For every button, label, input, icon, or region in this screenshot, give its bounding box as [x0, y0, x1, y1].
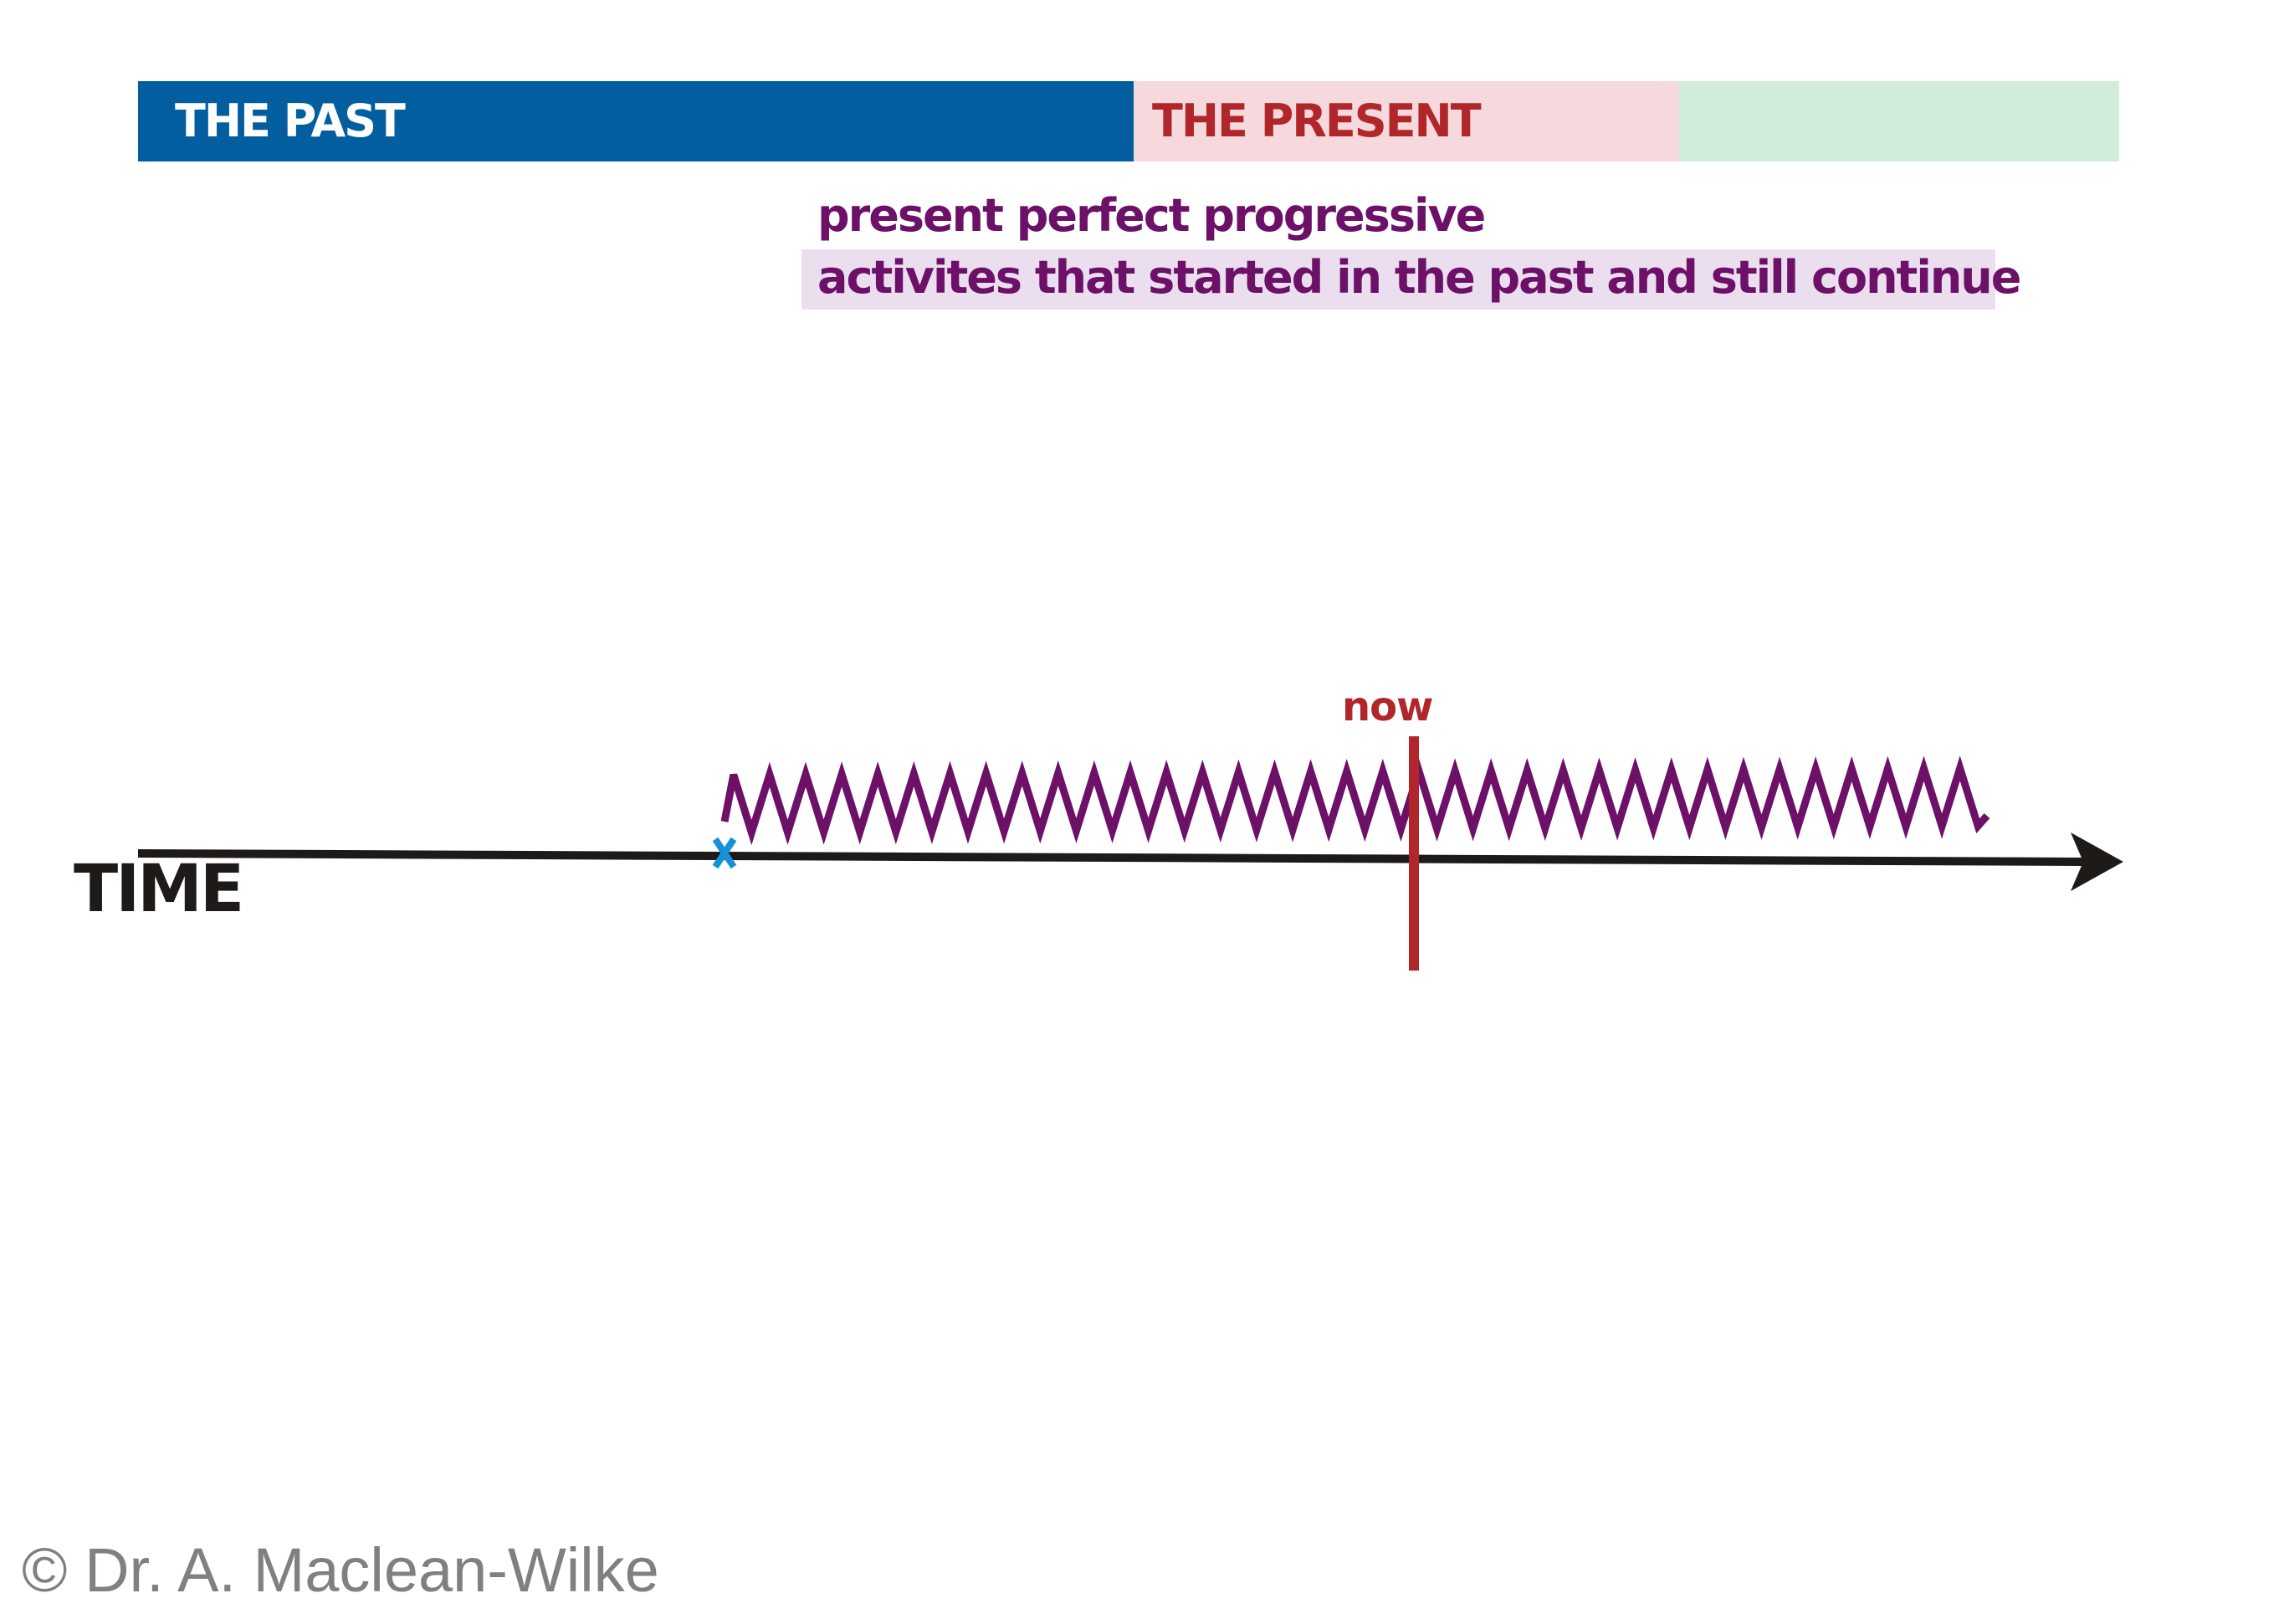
band-the-future	[1679, 81, 2119, 161]
activity-zigzag-line	[720, 756, 1990, 846]
band-the-present: THE PRESENT	[1134, 81, 1679, 161]
band-the-past: THE PAST	[138, 81, 1134, 161]
band-label-the-present: THE PRESENT	[1152, 95, 1482, 147]
tense-description-highlight	[801, 249, 1995, 310]
tense-description: activites that started in the past and s…	[817, 251, 2021, 304]
band-label-the-past: THE PAST	[175, 95, 406, 147]
time-axis-label: TIME	[74, 852, 244, 927]
now-marker-line	[1409, 736, 1419, 971]
arrow-right-icon	[2071, 832, 2123, 891]
copyright-notice: © Dr. A. Maclean-Wilke	[22, 1535, 659, 1605]
time-axis-line	[137, 849, 2084, 866]
now-label: now	[1342, 684, 1433, 730]
cross-mark-icon	[712, 837, 737, 869]
tense-title: present perfect progressive	[817, 189, 1486, 242]
